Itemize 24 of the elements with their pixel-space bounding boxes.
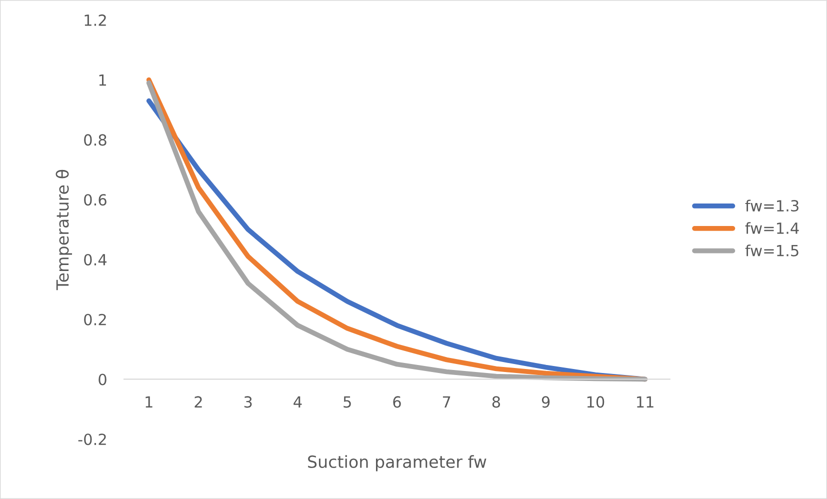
y-tick-label: 0.4: [84, 254, 107, 266]
y-tick-label: 0.8: [84, 134, 106, 146]
x-tick-label: 6: [393, 396, 401, 408]
x-tick-label: 8: [492, 396, 500, 408]
legend-label: fw=1.5: [745, 244, 798, 256]
x-tick-label: 5: [344, 396, 351, 408]
x-tick-label: 9: [542, 396, 550, 408]
legend-label: fw=1.4: [745, 222, 799, 234]
x-tick-label: 10: [587, 396, 604, 408]
x-tick-label: 11: [637, 396, 654, 408]
y-tick-label: 1: [99, 74, 106, 86]
y-tick-label: 0.2: [84, 314, 106, 326]
x-tick-label: 2: [194, 396, 202, 408]
y-tick-label: -0.2: [78, 434, 106, 446]
y-tick-label: 0.6: [84, 194, 106, 206]
x-axis-title: Suction parameter fw: [308, 455, 486, 472]
x-tick-label: 3: [244, 396, 252, 408]
x-tick-label: 4: [294, 396, 302, 408]
y-tick-label: 1.2: [84, 14, 106, 26]
legend-label: fw=1.3: [745, 200, 798, 212]
x-tick-label: 1: [146, 396, 152, 408]
y-axis-title: Temperature θ: [56, 170, 72, 290]
y-tick-label: 0: [98, 374, 106, 386]
x-tick-label: 7: [442, 396, 450, 408]
